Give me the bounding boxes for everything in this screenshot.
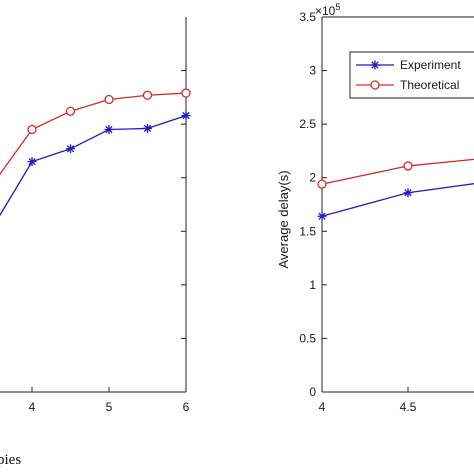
right-ytick-label: 0 — [309, 385, 316, 399]
right-xtick-label: 4.5 — [400, 400, 417, 414]
left-circle-point — [181, 88, 191, 98]
right-y-exponent-power: 5 — [335, 2, 340, 12]
left-xtick-label: 6 — [183, 400, 190, 414]
right-y-exponent: ×105 — [315, 2, 340, 18]
left-plot-area — [0, 17, 186, 392]
legend-circle-marker — [370, 80, 380, 90]
right-circle-point — [403, 161, 413, 171]
right-star-point — [317, 211, 327, 221]
legend-label: Theoretical — [400, 78, 459, 92]
legend: Experiment Theoretical — [349, 51, 474, 99]
left-series-line — [0, 92, 187, 176]
legend-box — [349, 51, 474, 99]
left-circle-point — [65, 106, 76, 116]
left-chart: 4 5 6 — [0, 17, 191, 414]
right-y-axis-label: Average delay(s) — [276, 170, 291, 268]
right-ytick-label: 3.5 — [299, 10, 316, 24]
left-star-point — [181, 111, 191, 121]
right-star-point — [403, 188, 413, 198]
right-ytick-label: 2.5 — [299, 117, 316, 131]
left-series-line — [0, 114, 187, 217]
right-ytick-label: 0.5 — [299, 331, 316, 345]
right-xtick-label: 4 — [319, 400, 326, 414]
left-star-point — [104, 125, 114, 134]
right-chart: 0 0.5 1 1.5 2 2.5 3 3.5 4 4.5 ×105 Average delay(s)… — [276, 2, 474, 414]
left-xtick-label: 4 — [29, 400, 36, 414]
legend-label: Experiment — [400, 58, 461, 72]
left-star-point — [66, 144, 75, 154]
right-circle-point — [317, 179, 327, 189]
left-star-point — [27, 157, 37, 167]
right-ytick-label: 3 — [309, 64, 316, 78]
caption-text: pies — [0, 452, 22, 468]
left-xtick-label: 5 — [106, 400, 113, 414]
right-ytick-label: 1.5 — [299, 224, 316, 238]
left-circle-point — [142, 90, 153, 100]
right-ytick-label: 2 — [309, 171, 316, 185]
right-ytick-label: 1 — [309, 278, 316, 292]
left-circle-point — [104, 94, 114, 105]
left-star-point — [143, 123, 152, 133]
left-circle-point — [27, 124, 37, 135]
legend-star-marker — [370, 60, 380, 70]
